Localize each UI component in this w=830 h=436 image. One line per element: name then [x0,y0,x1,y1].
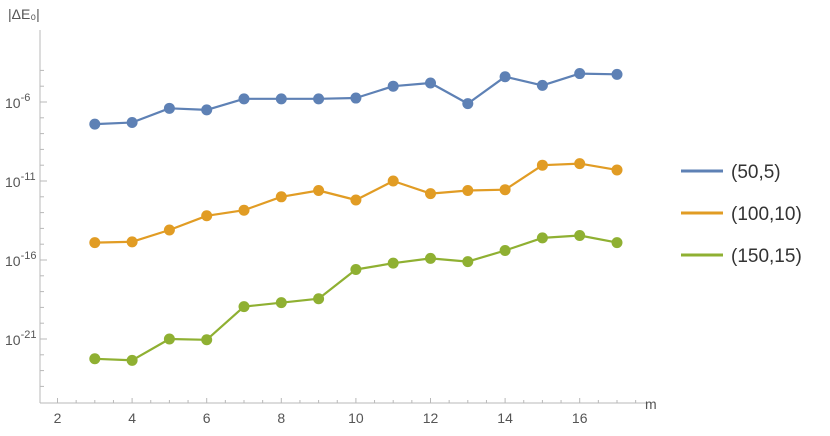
data-point [275,93,287,105]
data-point [499,245,511,257]
series-2 [89,158,623,249]
x-tick-label: 4 [128,410,136,426]
data-point [462,98,474,110]
data-point [238,204,250,216]
data-point [89,237,101,249]
data-point [536,232,548,244]
y-tick-label: 10-21 [5,329,36,348]
legend-item: (50,5) [681,162,781,183]
data-point [536,159,548,171]
series-layer [89,68,623,366]
data-point [201,334,213,346]
data-point [126,236,138,248]
data-point [126,354,138,366]
axes: 2 4 6 8 10 12 14 16 10-6 10-11 10-16 10-21 |ΔE₀| m [5,6,657,426]
data-point [313,184,325,196]
data-point [163,102,175,114]
data-point [275,191,287,203]
x-tick-label: 10 [348,410,364,426]
y-tick-label: 10-16 [5,250,36,269]
data-point [350,194,362,206]
data-point [536,79,548,91]
data-point [611,237,623,249]
data-point [126,117,138,129]
legend-item: (100,10) [681,204,802,225]
y-tick-label: 10-11 [5,171,36,190]
data-point [275,297,287,309]
legend-label: (50,5) [731,162,781,183]
series-1 [89,68,623,130]
data-point [574,68,586,80]
data-point [89,353,101,365]
data-point [425,188,436,200]
x-tick-label: 12 [423,410,439,426]
data-point [350,92,362,104]
x-tick-label: 8 [277,410,285,426]
data-point [201,104,213,116]
data-point [163,333,175,345]
data-point [350,263,362,275]
legend: (50,5) (100,10) (150,15) [681,162,802,267]
data-point [462,256,474,268]
data-point [611,68,623,80]
legend-item: (150,15) [681,246,802,267]
data-point [238,301,250,313]
data-point [89,118,101,130]
x-tick-label: 6 [203,410,211,426]
data-point [574,158,586,170]
x-tick-label: 14 [497,410,513,426]
series-3 [89,230,623,366]
legend-label: (100,10) [731,204,802,225]
data-point [462,184,474,196]
y-tick-label: 10-6 [5,92,30,111]
data-point [201,210,213,222]
y-axis-title: |ΔE₀| [8,6,40,22]
data-point [574,230,586,242]
data-point [387,257,399,269]
data-point [611,164,623,176]
data-point [425,252,436,264]
x-tick-label: 2 [54,410,62,426]
data-point [313,293,325,305]
data-point [238,93,250,105]
data-point [387,175,399,187]
data-point [313,93,325,105]
data-point [499,71,511,83]
data-point [163,224,175,236]
x-axis-title: m [645,396,657,412]
data-point [387,80,399,92]
data-point [425,77,436,89]
data-point [499,184,511,196]
x-tick-label: 16 [572,410,588,426]
legend-label: (150,15) [731,246,802,267]
